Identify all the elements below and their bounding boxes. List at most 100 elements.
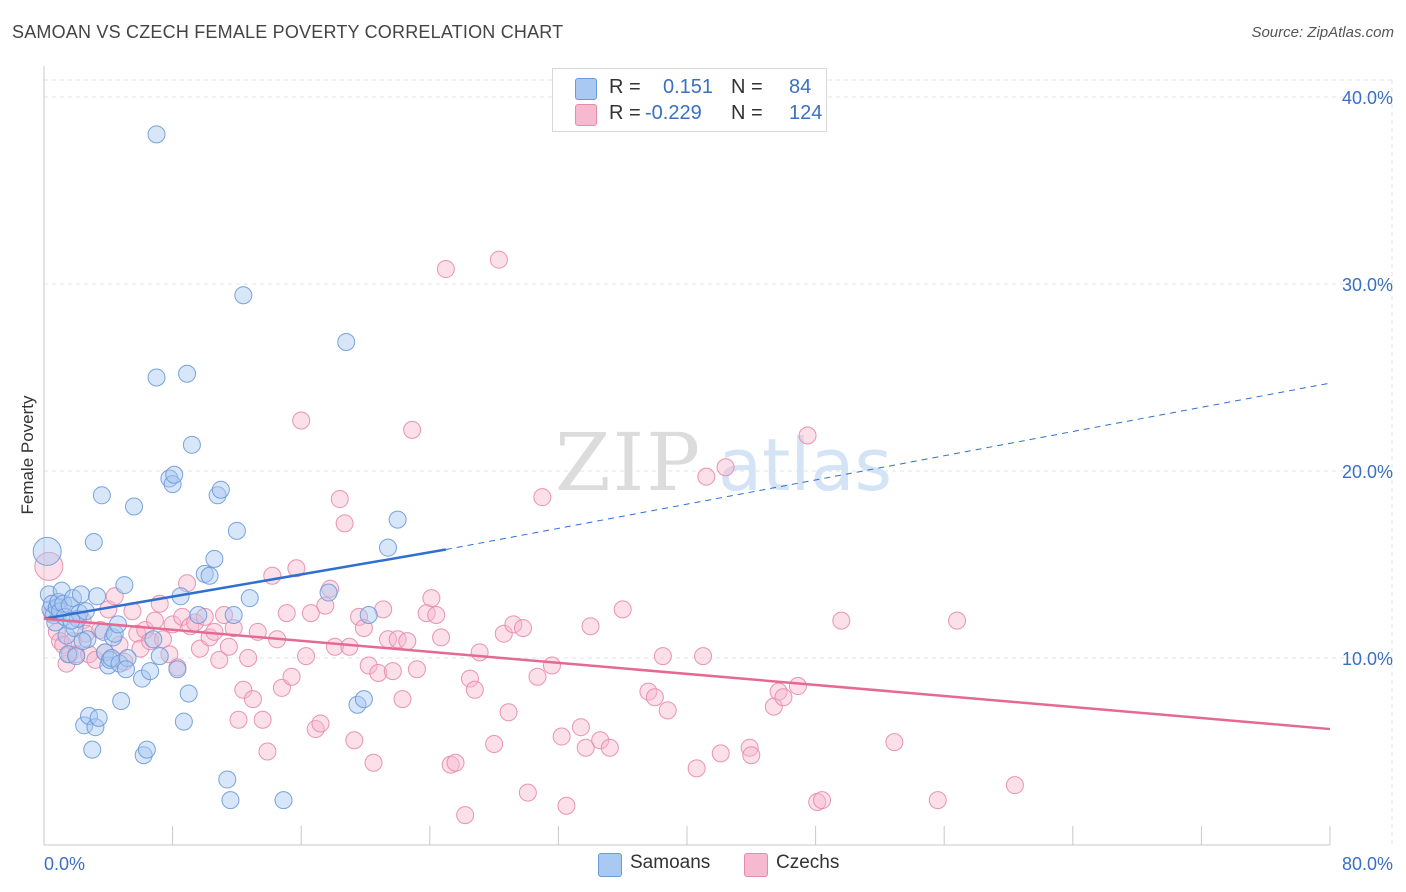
samoan-point: [134, 746, 153, 765]
czech-point: [613, 600, 632, 619]
legend-label-samoans: Samoans: [630, 852, 711, 873]
samoan-point: [205, 549, 224, 568]
czech-point: [456, 806, 475, 825]
czech-point: [427, 605, 446, 624]
samoan-point: [379, 538, 398, 557]
czech-point: [407, 660, 426, 679]
czech-point: [436, 260, 455, 279]
legend-r-value: -0.229: [645, 102, 702, 124]
czech-point: [229, 710, 248, 729]
samoan-point: [112, 692, 131, 711]
czech-point: [210, 650, 229, 669]
legend-swatch-samoans: [598, 853, 622, 877]
czech-point: [340, 637, 359, 656]
samoan-point: [67, 647, 86, 666]
y-tick-label: 30.0%: [1342, 275, 1393, 295]
czech-points: [34, 250, 1024, 825]
czech-point: [234, 680, 253, 699]
y-axis-label: Female Poverty: [18, 395, 37, 515]
czech-point: [383, 662, 402, 681]
czech-point: [258, 742, 277, 761]
samoan-point: [274, 791, 293, 810]
trend-lines: [43, 382, 1331, 731]
czech-point: [393, 690, 412, 709]
samoan-point: [54, 594, 73, 613]
czech-point: [774, 688, 793, 707]
watermark: ZIP atlas: [555, 416, 892, 509]
czech-point: [697, 467, 716, 486]
y-tick-label: 10.0%: [1342, 649, 1393, 669]
czech-point: [422, 589, 441, 608]
czech-point: [131, 639, 150, 658]
czech-point: [494, 624, 513, 643]
czech-point: [335, 514, 354, 533]
czech-point: [489, 250, 508, 269]
czech-point: [591, 731, 610, 750]
czech-point: [528, 667, 547, 686]
legend-r-label: R =: [609, 102, 641, 124]
czech-point: [301, 604, 320, 623]
legend-n-value: 84: [789, 76, 812, 98]
samoan-point: [224, 605, 243, 624]
czech-point: [306, 720, 325, 739]
czech-point: [292, 411, 311, 430]
samoan-point: [75, 716, 94, 735]
samoan-point: [165, 465, 184, 484]
czech-point: [311, 714, 330, 733]
czech-point: [694, 647, 713, 666]
samoan-trend-line: [43, 548, 447, 620]
samoan-points: [32, 125, 407, 810]
czech-point: [798, 426, 817, 445]
watermark-atlas: atlas: [718, 423, 892, 507]
samoan-point: [125, 497, 144, 516]
samoan-point: [174, 712, 193, 731]
samoan-point: [182, 435, 201, 454]
czech-point: [769, 682, 788, 701]
legend-n-label: N =: [731, 102, 763, 124]
czech-point: [277, 604, 296, 623]
x-tick-label-max: 80.0%: [1342, 854, 1393, 874]
czech-point: [219, 637, 238, 656]
watermark-zip: ZIP: [555, 416, 702, 509]
czech-point: [446, 753, 465, 772]
czech-point: [359, 656, 378, 675]
czech-point: [600, 738, 619, 757]
samoan-point: [189, 605, 208, 624]
czech-point: [432, 628, 451, 647]
samoan-point: [163, 475, 182, 494]
czech-point: [504, 615, 523, 634]
czech-point: [542, 656, 561, 675]
samoan-point: [208, 486, 227, 505]
czech-point: [34, 551, 64, 581]
czech-point: [460, 669, 479, 688]
y-tick-label: 40.0%: [1342, 88, 1393, 108]
czech-point: [576, 738, 595, 757]
samoan-point: [137, 740, 156, 759]
samoan-point: [150, 647, 169, 666]
samoan-point: [92, 486, 111, 505]
czech-point: [224, 619, 243, 638]
czech-point: [195, 607, 214, 626]
czech-point: [514, 619, 533, 638]
samoan-point: [147, 125, 166, 144]
samoan-point: [337, 332, 356, 351]
legend-n-value: 124: [789, 102, 823, 124]
czech-point: [832, 611, 851, 630]
czech-point: [287, 559, 306, 578]
czech-point: [369, 663, 388, 682]
czech-point: [403, 420, 422, 439]
samoan-point: [147, 368, 166, 387]
x-tick-labels: 0.0% 80.0%: [44, 854, 1393, 874]
czech-point: [243, 690, 262, 709]
czech-trend-line: [43, 617, 1331, 731]
czech-point: [499, 703, 518, 722]
samoan-point: [359, 605, 378, 624]
czech-point: [716, 458, 735, 477]
czech-point: [465, 680, 484, 699]
legend-r-value: 0.151: [663, 76, 714, 98]
czech-point: [711, 744, 730, 763]
czech-point: [178, 574, 197, 593]
samoan-point: [218, 770, 237, 789]
czech-point: [533, 488, 552, 507]
czech-point: [813, 791, 832, 810]
